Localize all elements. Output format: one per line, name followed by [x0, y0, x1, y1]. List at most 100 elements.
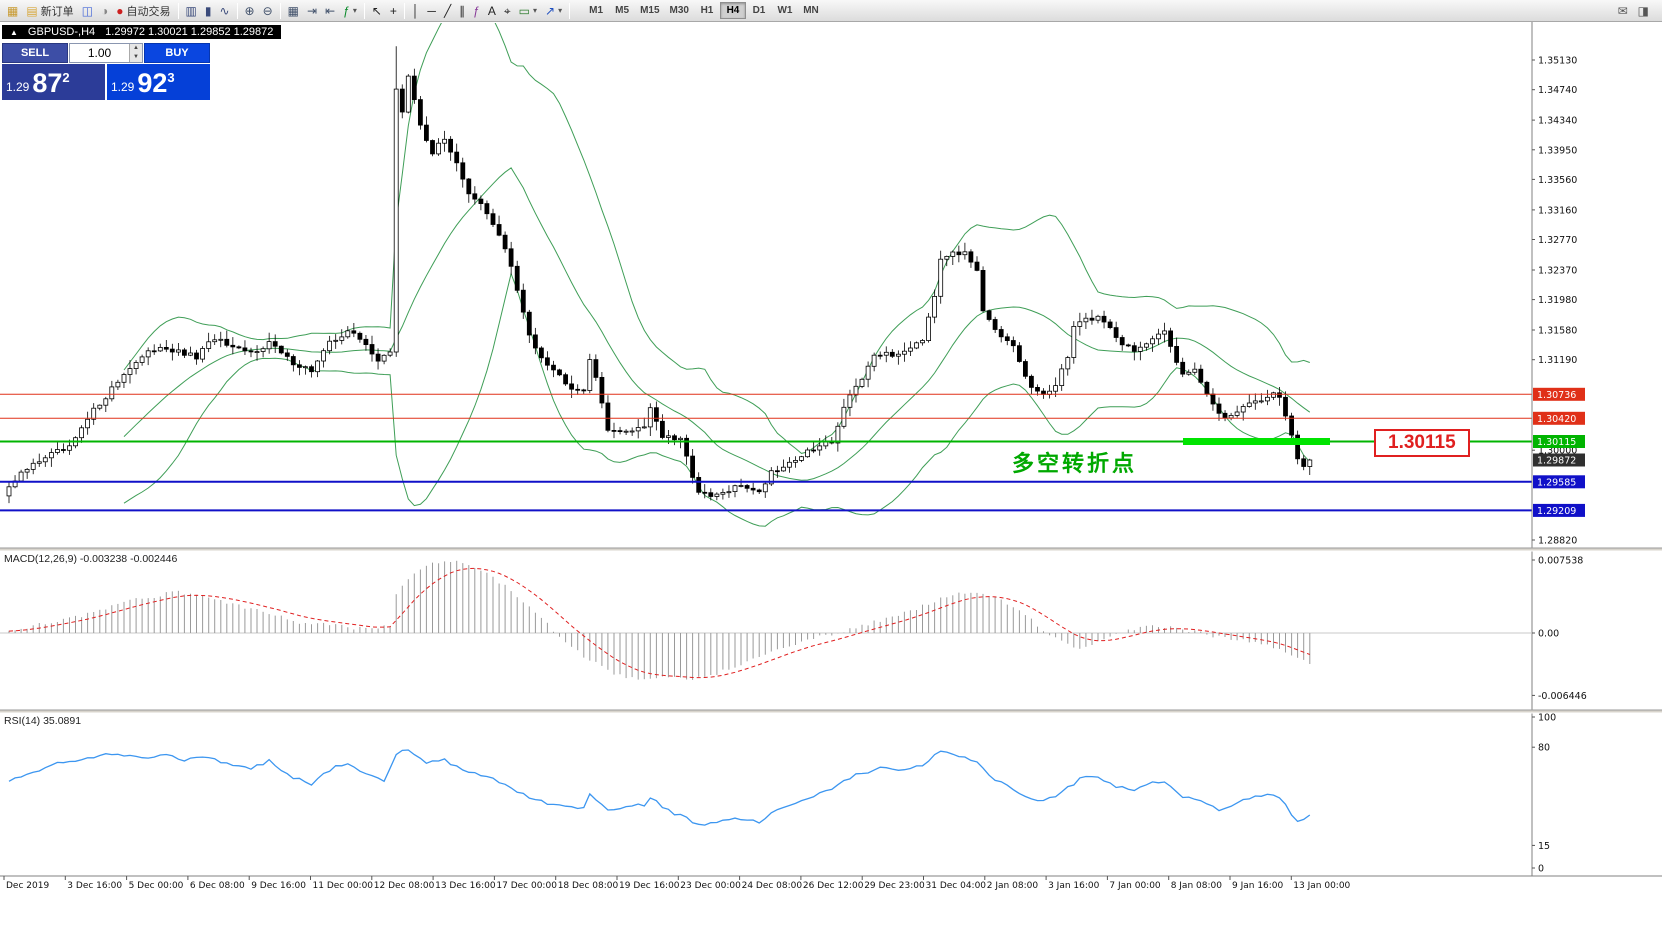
cursor-icon: ↖ [371, 3, 382, 18]
indicators-button[interactable]: ƒ ▾ [339, 1, 361, 20]
buy-price-button[interactable]: 1.29 92 3 [107, 64, 210, 100]
horizontal-line-icon: ─ [427, 3, 436, 18]
separator-main-macd[interactable] [0, 548, 1662, 551]
chart-window-button[interactable]: ◫ [78, 1, 97, 20]
chart-annotation[interactable]: 多空转折点 [1012, 451, 1138, 476]
time-axis-label: 29 Dec 23:00 [864, 881, 925, 891]
time-axis-label: 3 Jan 16:00 [1048, 881, 1100, 891]
timeframe-h4-button[interactable]: H4 [719, 2, 746, 19]
price-tick-label: 1.32770 [1538, 235, 1577, 246]
price-tick-label: 1.32370 [1538, 266, 1577, 277]
volume-stepper: ▲ ▼ [129, 44, 142, 62]
timeframe-h1-button[interactable]: H1 [700, 5, 714, 16]
timeframe-m30-button[interactable]: M30 [669, 5, 689, 16]
price-tick-label: 1.33560 [1538, 175, 1577, 186]
channel-icon: ∥ [459, 3, 466, 18]
candles-mode-button[interactable]: ▮ [201, 1, 216, 20]
label-tool-icon: ⌖ [503, 3, 511, 18]
profiles-button[interactable]: ◑ [97, 1, 112, 20]
line-icon: ∿ [219, 3, 230, 18]
axis-tag-1.29872: 1.29872 [1533, 453, 1585, 467]
macd-axis-label: 0.00 [1538, 629, 1559, 640]
horizontal-line-button[interactable]: ─ [423, 1, 440, 20]
svg-text:1.29585: 1.29585 [1537, 477, 1576, 488]
timeframe-m5-button[interactable]: M5 [615, 5, 630, 16]
crosshair-icon: + [389, 3, 397, 18]
time-axis-label: 12 Dec 08:00 [374, 881, 435, 891]
volume-down-button[interactable]: ▼ [130, 53, 142, 62]
new-order-button-label: 新订单 [40, 5, 74, 18]
price-tick-label: 1.35130 [1538, 56, 1577, 67]
chart-ohlc-readout: 1.29972 1.30021 1.29852 1.29872 [105, 26, 274, 38]
app-menu-button[interactable]: ▦ [3, 1, 22, 20]
crosshair-button[interactable]: + [386, 1, 401, 20]
arrows-button[interactable]: ↗ ▾ [541, 1, 566, 20]
autoscroll-button[interactable]: ⇥ [303, 1, 321, 20]
timeframe-m15-button[interactable]: M15 [640, 5, 660, 16]
fibonacci-icon: ƒ [473, 3, 480, 18]
sell-price-button[interactable]: 1.29 87 2 [2, 64, 105, 100]
svg-text:1.30115: 1.30115 [1537, 437, 1576, 448]
time-axis-label: 7 Jan 00:00 [1109, 881, 1161, 891]
sell-price-sup: 2 [62, 70, 70, 85]
volume-up-button[interactable]: ▲ [130, 44, 142, 53]
one-click-trading-panel: SELL ▲ ▼ BUY 1.29 87 2 1.29 92 3 [2, 43, 210, 100]
autotrading-button-label: 自动交易 [126, 5, 171, 18]
bars-mode-button[interactable]: ▥ [182, 1, 201, 20]
svg-text:1.29209: 1.29209 [1537, 506, 1576, 517]
time-axis-label: 19 Dec 16:00 [619, 881, 680, 891]
shapes-button[interactable]: ▭ ▾ [515, 1, 541, 20]
toolbar-layout-button[interactable]: ◨ [1634, 1, 1653, 20]
time-axis-label: 17 Dec 00:00 [496, 881, 557, 891]
separator-macd-rsi[interactable] [0, 710, 1662, 713]
zoom-in-button[interactable]: ⊕ [241, 1, 259, 20]
support-highlight-bar[interactable] [1183, 438, 1330, 445]
shapes-icon: ▭ [518, 3, 530, 18]
mail-icon: ✉ [1617, 3, 1628, 18]
time-axis-label: 31 Dec 04:00 [926, 881, 987, 891]
channel-button[interactable]: ∥ [455, 1, 469, 20]
zoom-in-icon: ⊕ [244, 3, 255, 18]
sell-button[interactable]: SELL [2, 43, 68, 63]
dropdown-arrow-icon: ▾ [532, 6, 537, 15]
axis-tag-1.30115: 1.30115 [1533, 435, 1585, 448]
timeframe-w1-button[interactable]: W1 [777, 5, 793, 16]
timeframe-m1-button[interactable]: M1 [589, 5, 604, 16]
fibonacci-button[interactable]: ƒ [469, 1, 484, 20]
zoom-out-button[interactable]: ⊖ [259, 1, 277, 20]
cursor-button[interactable]: ↖ [368, 1, 386, 20]
tile-windows-button[interactable]: ▦ [284, 1, 303, 20]
vertical-line-button[interactable]: │ [408, 1, 424, 20]
buy-price-prefix: 1.29 [111, 80, 135, 94]
chart-shift-button[interactable]: ⇤ [321, 1, 339, 20]
toolbar-separator [363, 2, 365, 19]
label-tool-button[interactable]: ⌖ [500, 1, 515, 20]
svg-text:1.29872: 1.29872 [1537, 456, 1576, 467]
time-axis-label: 5 Dec 00:00 [129, 881, 184, 891]
price-tick-label: 1.34740 [1538, 85, 1577, 96]
time-axis-label: 3 Dec 16:00 [67, 881, 122, 891]
toolbar-mail-button[interactable]: ✉ [1614, 1, 1632, 20]
price-tick-label: 1.31190 [1538, 355, 1577, 366]
svg-text:1.30736: 1.30736 [1537, 390, 1576, 401]
volume-input[interactable] [70, 44, 129, 62]
buy-button[interactable]: BUY [144, 43, 210, 63]
buy-price-big: 92 [137, 68, 168, 99]
timeframe-mn-button[interactable]: MN [803, 5, 819, 16]
text-tool-button[interactable]: A [484, 1, 500, 20]
candles-icon: ▮ [204, 3, 212, 18]
line-mode-button[interactable]: ∿ [215, 1, 233, 20]
time-axis-label: Dec 2019 [6, 881, 49, 891]
price-tick-label: 1.31980 [1538, 295, 1577, 306]
time-axis-label: 13 Jan 00:00 [1293, 881, 1350, 891]
app-icon: ▦ [7, 3, 19, 18]
price-callout[interactable]: 1.30115 [1374, 429, 1470, 457]
price-tick-label: 1.33160 [1538, 205, 1577, 216]
axis-tag-1.29585: 1.29585 [1533, 475, 1585, 489]
axis-tag-1.30736: 1.30736 [1533, 387, 1585, 401]
new-order-button[interactable]: ▤ 新订单 [22, 1, 77, 20]
timeframe-d1-button[interactable]: D1 [752, 5, 766, 16]
trendline-button[interactable]: ╱ [440, 1, 455, 20]
autotrading-button[interactable]: ● 自动交易 [112, 1, 174, 20]
